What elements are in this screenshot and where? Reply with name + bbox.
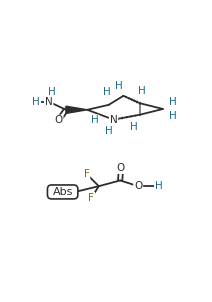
Text: H: H: [48, 87, 56, 97]
Text: O: O: [117, 163, 125, 173]
Text: O: O: [134, 181, 142, 191]
Text: N: N: [110, 115, 117, 125]
Text: H: H: [91, 115, 99, 125]
Text: H: H: [116, 81, 123, 91]
Polygon shape: [66, 106, 87, 114]
Text: H: H: [155, 181, 163, 191]
Text: H: H: [130, 121, 138, 132]
Text: N: N: [45, 97, 53, 107]
Text: H: H: [138, 86, 145, 96]
Text: Abs: Abs: [52, 187, 73, 197]
Text: H: H: [32, 97, 40, 107]
Text: O: O: [54, 115, 63, 125]
Text: H: H: [169, 111, 177, 121]
Text: F: F: [88, 193, 94, 203]
Text: H: H: [105, 127, 113, 137]
Text: F: F: [84, 169, 89, 179]
FancyBboxPatch shape: [47, 185, 78, 199]
Text: H: H: [169, 97, 177, 107]
Text: H: H: [103, 87, 111, 97]
